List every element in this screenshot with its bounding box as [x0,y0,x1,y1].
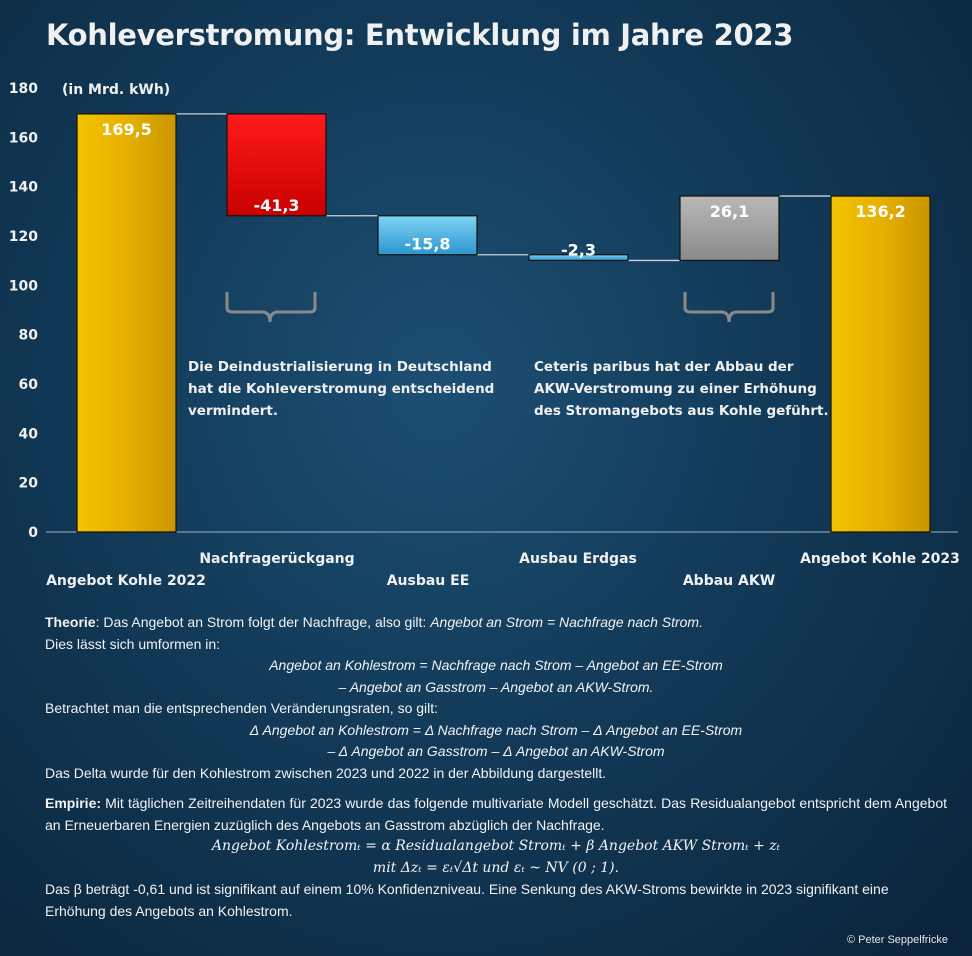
bar-1 [76,113,177,533]
data-label: -41,3 [253,196,299,215]
unit-label: (in Mrd. kWh) [62,82,170,98]
data-label: 169,5 [101,120,152,139]
y-tick-label: 60 [19,377,39,393]
connector-lines [176,113,831,262]
data-label: 136,2 [855,202,906,221]
y-tick-label: 40 [19,426,39,442]
y-tick-label: 160 [9,130,38,146]
delta-note: Das Delta wurde für den Kohlestrom zwisc… [45,764,607,781]
brace-right [683,292,775,323]
rates-line: Betrachtet man die entsprechenden Veränd… [45,700,439,716]
annotation-left: Die Deindustrialisierung in Deutschland … [188,359,499,419]
theory-label: Theorie [45,614,96,630]
copyright: © Peter Seppelfricke [846,934,948,946]
category-label: Nachfragerückgang [199,551,354,567]
chart-title: Kohleverstromung: Entwicklung im Jahre 2… [46,18,794,52]
data-label: -2,3 [561,240,596,259]
y-tick-label: 80 [19,328,39,344]
explanation-text: Theorie: Das Angebot an Strom folgt der … [45,612,947,922]
equation-1a: Angebot an Kohlestrom = Nachfrage nach S… [269,657,723,673]
category-label: Abbau AKW [683,573,775,589]
category-label: Ausbau EE [387,573,470,589]
category-label: Angebot Kohle 2023 [800,551,960,567]
category-labels: Angebot Kohle 2022 Nachfragerückgang Ausba… [46,551,960,589]
beta-paragraph: Das β beträgt -0,61 und ist signifikant … [45,881,889,919]
y-axis: 0 20 40 60 80 100 120 140 160 180 [9,81,38,541]
y-tick-label: 20 [19,476,39,492]
category-label: Ausbau Erdgas [519,551,637,567]
bar-5 [679,195,780,262]
y-tick-label: 120 [9,229,38,245]
equation-2a: Δ Angebot an Kohlestrom = Δ Nachfrage na… [249,721,743,738]
data-label: -15,8 [404,235,450,254]
theory-identity: Angebot an Strom = Nachfrage nach Strom. [430,614,703,630]
y-tick-label: 180 [9,81,38,97]
bar-4 [528,254,629,262]
empirie-label: Empirie: [45,795,102,811]
equation-2b: – Δ Angebot an Gasstrom – Δ Angebot an A… [327,743,665,759]
y-tick-label: 140 [9,180,38,196]
empirie-text: Mit täglichen Zeitreihendaten für 2023 w… [45,795,947,833]
model-equation-2: mit Δzₜ = εₜ√Δt und εₜ ~ NV (0 ; 1). [372,859,620,876]
transform-line: Dies lässt sich umformen in: [45,635,221,652]
bars: 169,5 -41,3 -15,8 -2,3 26,1 136,2 [76,113,931,533]
category-label: Angebot Kohle 2022 [46,573,206,589]
bar-3 [377,215,478,256]
braces [225,292,775,323]
brace-left [225,292,317,323]
annotation-right: Ceteris paribus hat der Abbau der AKW-Ve… [534,359,829,419]
bar-2 [226,113,327,217]
equation-1b: – Angebot an Gasstrom – Angebot an AKW-S… [338,678,654,695]
data-label: 26,1 [710,202,749,221]
waterfall-chart: 0 20 40 60 80 100 120 140 160 180 (in Mrd. kWh) 1… [9,81,960,589]
y-tick-label: 0 [28,525,38,541]
empirie-paragraph: Empirie: Mit täglichen Zeitreihendaten f… [45,793,947,836]
model-equation-1: Angebot Kohlestromₜ = α Residualangebot … [211,838,781,854]
bar-6 [830,195,931,533]
theory-line: Theorie: Das Angebot an Strom folgt der … [45,612,947,634]
y-tick-label: 100 [9,278,38,294]
theory-intro: : Das Angebot an Strom folgt der Nachfra… [95,614,431,630]
